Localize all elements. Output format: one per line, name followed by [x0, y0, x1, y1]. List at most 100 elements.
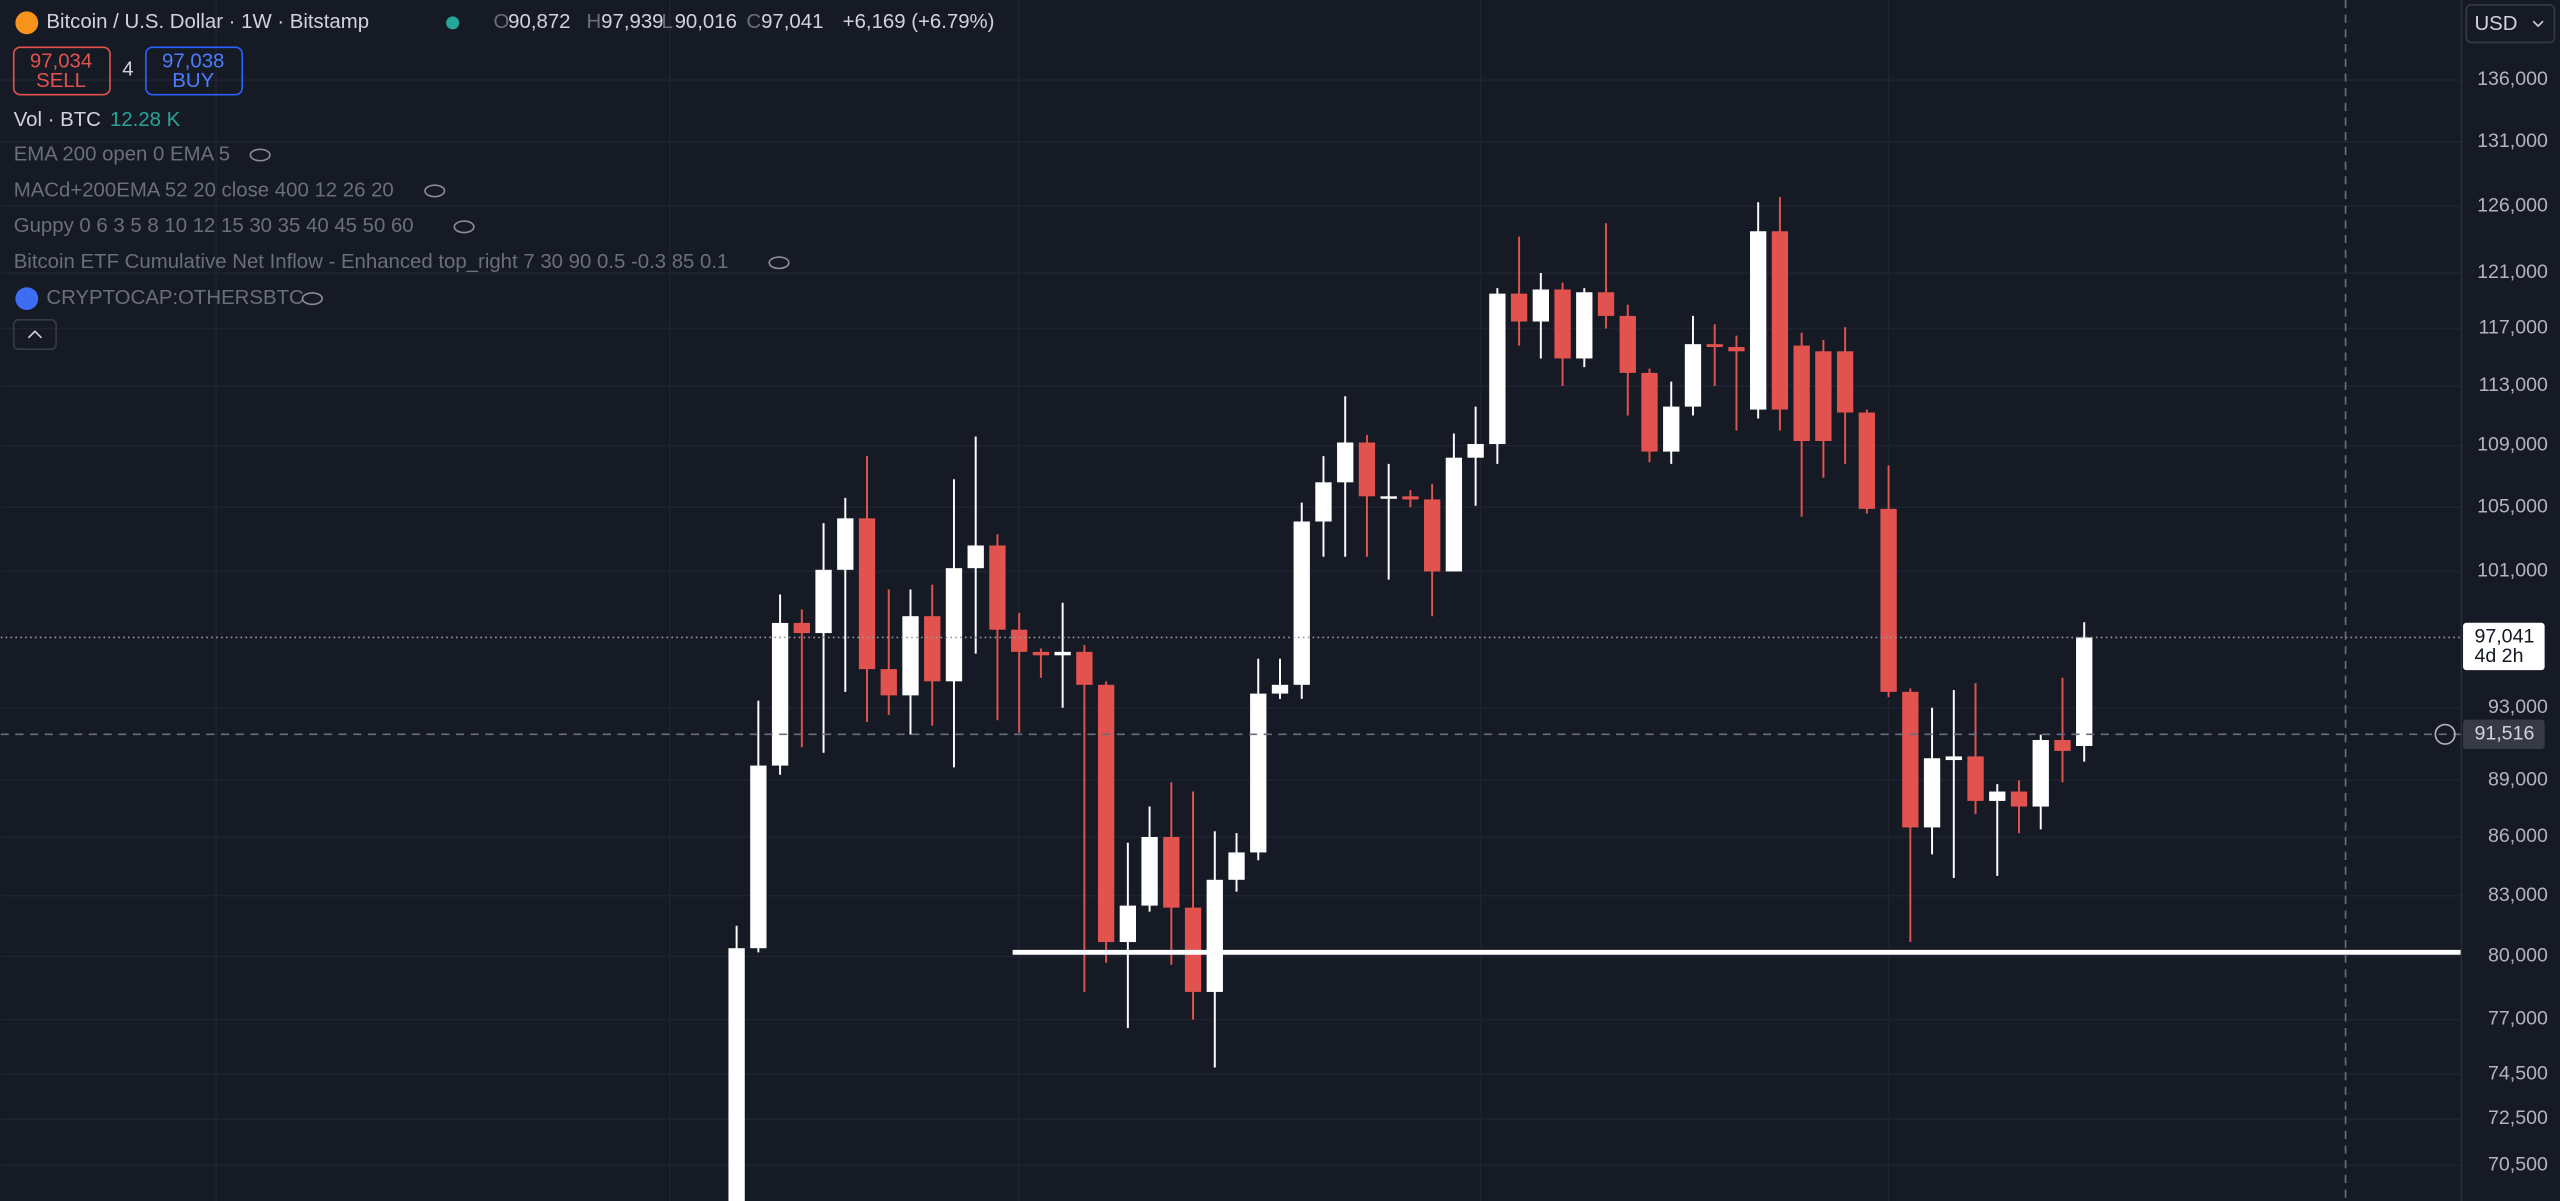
- candle-body: [1793, 345, 1810, 441]
- currency-button[interactable]: [2465, 4, 2556, 44]
- y-tick-label: 80,000: [2488, 945, 2548, 967]
- candle-body: [1815, 351, 1832, 441]
- last-price-box: [2463, 622, 2545, 671]
- candle-body: [1532, 289, 1549, 322]
- y-tick-label: 72,500: [2488, 1107, 2548, 1129]
- y-tick-label: 74,500: [2488, 1062, 2548, 1084]
- candle-body: [1315, 482, 1332, 522]
- y-tick-label: 126,000: [2477, 194, 2548, 216]
- y-tick-label: 121,000: [2477, 261, 2548, 283]
- candle-body: [1989, 791, 2006, 801]
- y-tick-label: 105,000: [2477, 495, 2548, 517]
- price-axis: 136,000 131,000 126,000 121,000 117,000 113,0…: [2434, 68, 2548, 1175]
- candle-body: [1358, 442, 1376, 497]
- status-dot: [446, 16, 460, 30]
- candle-body: [1489, 293, 1506, 445]
- candle-body: [1184, 907, 1202, 992]
- candle-body: [1771, 231, 1789, 410]
- l-value: 90,016: [675, 11, 737, 33]
- candle-body: [1641, 372, 1658, 452]
- candle-body: [1684, 344, 1702, 407]
- y-tick-label: 101,000: [2477, 560, 2548, 582]
- c-value: 97,041: [761, 11, 823, 33]
- volume-value: 12.28 K: [110, 109, 181, 131]
- collapse-icon: [27, 330, 43, 339]
- candle-body: [1097, 684, 1115, 943]
- btc-icon: [15, 11, 39, 35]
- indicator[interactable]: CRYPTOCAP:OTHERSBTC: [46, 287, 303, 309]
- countdown: 4d 2h: [2474, 645, 2523, 667]
- candle-body: [837, 518, 854, 570]
- hidden-icon[interactable]: [301, 292, 323, 306]
- change: +6,169 (+6.79%): [843, 11, 995, 33]
- dropdown-icon: [2532, 20, 2544, 28]
- candle-body: [880, 669, 897, 696]
- candle-body: [1445, 457, 1463, 572]
- candle-body: [1750, 231, 1767, 410]
- spread: 4: [122, 59, 133, 81]
- y-tick-label: 77,000: [2488, 1008, 2548, 1030]
- candle-body: [1011, 629, 1028, 652]
- candle-body: [1467, 444, 1484, 458]
- indicator[interactable]: MACd+200EMA 52 20 close 400 12 26 20: [14, 179, 394, 201]
- currency: USD: [2474, 13, 2517, 35]
- candle-body: [1380, 496, 1397, 499]
- y-tick-label: 136,000: [2477, 68, 2548, 90]
- sell-text: SELL: [36, 70, 86, 92]
- collapse-button[interactable]: [12, 319, 57, 351]
- plot: [0, 0, 2462, 1201]
- candle-body: [1858, 412, 1876, 509]
- candle-body: [1576, 292, 1593, 359]
- add-alert-icon: [2434, 723, 2456, 745]
- candle-body: [1337, 442, 1354, 483]
- candle-body: [1228, 852, 1245, 880]
- candle-body: [945, 568, 963, 682]
- indicator[interactable]: Guppy 0 6 3 5 8 10 12 15 30 35 40 45 50 …: [14, 215, 414, 237]
- candle-body: [1510, 293, 1528, 322]
- o-value: 90,872: [508, 11, 570, 33]
- y-tick-label: 131,000: [2477, 130, 2548, 152]
- y-tick-label: 89,000: [2488, 769, 2548, 791]
- candle-body: [1163, 836, 1180, 908]
- hidden-icon[interactable]: [249, 148, 271, 162]
- candle-body: [1967, 756, 1984, 801]
- candle-body: [1945, 756, 1962, 761]
- candle-body: [1076, 651, 1093, 685]
- candle-body: [1619, 315, 1636, 373]
- y-tick-label: 70,500: [2488, 1153, 2548, 1175]
- l-label: L: [662, 11, 673, 33]
- candle-body: [793, 622, 810, 634]
- candle-body: [1663, 406, 1680, 452]
- volume-label: Vol · BTC: [14, 109, 101, 131]
- hidden-icon[interactable]: [453, 220, 475, 234]
- symbol-icon: [15, 287, 39, 311]
- indicator[interactable]: EMA 200 open 0 EMA 5: [14, 143, 230, 165]
- buy-button[interactable]: [145, 46, 243, 96]
- candle-body: [967, 545, 984, 569]
- candle-body: [1206, 879, 1223, 992]
- crosshair-label: 91,516: [2474, 722, 2534, 744]
- indicator[interactable]: Bitcoin ETF Cumulative Net Inflow - Enha…: [14, 251, 729, 273]
- candle-body: [902, 616, 919, 696]
- candle-body: [1728, 347, 1745, 352]
- grid: [0, 0, 2462, 1201]
- y-tick-label: 109,000: [2477, 434, 2548, 456]
- candle-body: [1141, 836, 1158, 906]
- candle-body: [1271, 684, 1289, 694]
- candle-body: [1032, 651, 1050, 656]
- sell-button[interactable]: [12, 46, 111, 96]
- candle-body: [1250, 693, 1267, 853]
- candle-body: [771, 622, 789, 766]
- hidden-icon[interactable]: [424, 184, 446, 198]
- c-label: C: [746, 11, 761, 33]
- o-label: O: [493, 11, 509, 33]
- candle-body: [1902, 691, 1919, 828]
- y-tick-label: 83,000: [2488, 884, 2548, 906]
- buy-text: BUY: [172, 70, 214, 92]
- candle-body: [1836, 351, 1854, 413]
- y-tick-label: 93,000: [2488, 696, 2548, 718]
- candle-body: [989, 545, 1006, 630]
- hidden-icon[interactable]: [768, 256, 790, 270]
- sell-price: 97,034: [30, 50, 92, 72]
- h-value: 97,939: [601, 11, 663, 33]
